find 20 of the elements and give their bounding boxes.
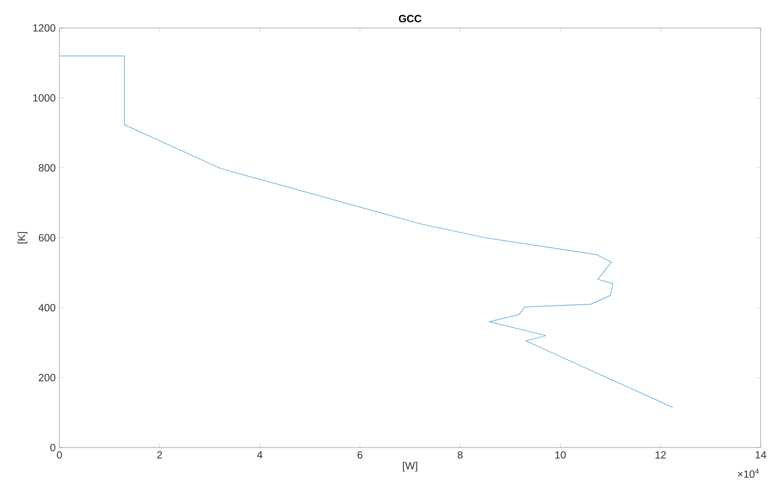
y-tick-label: 1000	[33, 94, 56, 102]
x-axis-title: [W]	[402, 462, 418, 472]
x-tick-label: 10	[555, 451, 566, 459]
x-tick-label: 8	[458, 451, 463, 459]
y-tick-label: 400	[38, 304, 56, 312]
y-tick-label: 200	[38, 374, 56, 382]
line-series	[59, 56, 673, 408]
y-tick-label: 0	[50, 444, 56, 452]
x-tick-label: 14	[756, 451, 766, 458]
x-tick-label: 0	[56, 451, 62, 459]
text: ×10$^{4}$	[738, 468, 759, 478]
y-tick-label: 800	[38, 164, 56, 172]
x-tick-label: 12	[656, 451, 666, 458]
y-tick-label: 600	[38, 234, 56, 242]
x-tick-label: 4	[257, 451, 262, 458]
y-tick-label: 1200	[33, 24, 56, 32]
y-axis-title: [K]	[18, 232, 28, 244]
x-tick-label: 2	[157, 451, 162, 458]
chart-title: GCC	[398, 14, 422, 22]
x-tick-label: 6	[358, 451, 362, 459]
